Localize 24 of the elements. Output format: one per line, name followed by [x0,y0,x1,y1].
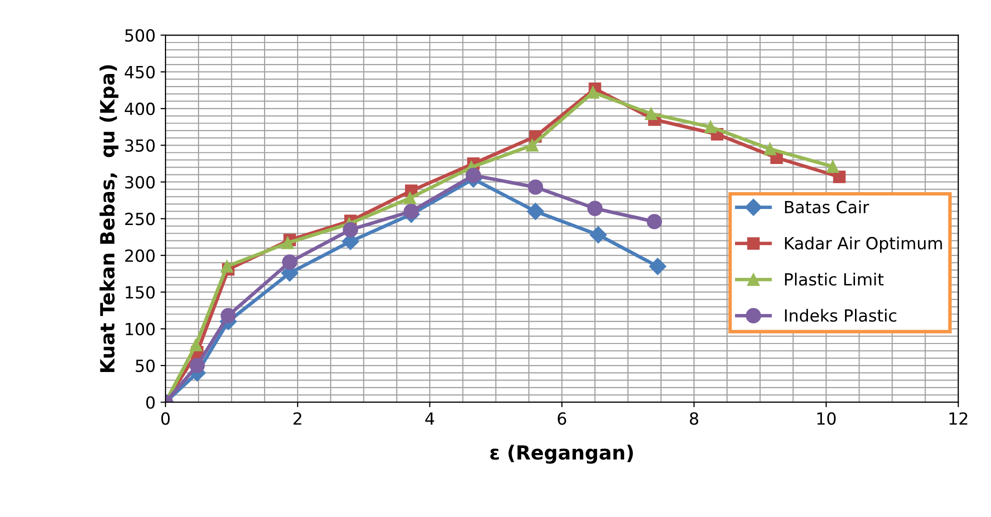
legend-label: Indeks Plastic [785,308,896,322]
y-tick-label: 300 [125,176,155,189]
y-axis-title: Kuat Tekan Bebas, qu (Kpa) [100,65,118,372]
x-tick-label: 4 [425,412,434,425]
x-tick-label: 12 [950,412,968,425]
x-tick-label: 6 [558,412,566,425]
y-tick-label: 450 [124,66,155,78]
y-tick-label: 350 [125,139,155,152]
y-tick-label: 150 [126,286,155,299]
y-tick-label: 200 [125,249,155,262]
x-tick-label: 10 [817,412,836,425]
y-tick-label: 500 [125,29,155,42]
x-tick-label: 8 [690,412,698,425]
legend-label: Plastic Limit [785,272,884,286]
y-tick-label: 250 [125,212,155,226]
y-tick-label: 50 [136,359,155,372]
x-tick-label: 0 [161,412,170,425]
x-tick-label: 2 [294,412,302,425]
y-tick-label: 400 [124,102,155,116]
y-tick-label: 0 [146,396,155,409]
x-axis-title: ε (Regangan) [490,444,633,464]
legend-label: Batas Cair [785,200,870,214]
y-tick-label: 100 [126,322,155,336]
legend-label: Kadar Air Optimum [785,236,942,253]
